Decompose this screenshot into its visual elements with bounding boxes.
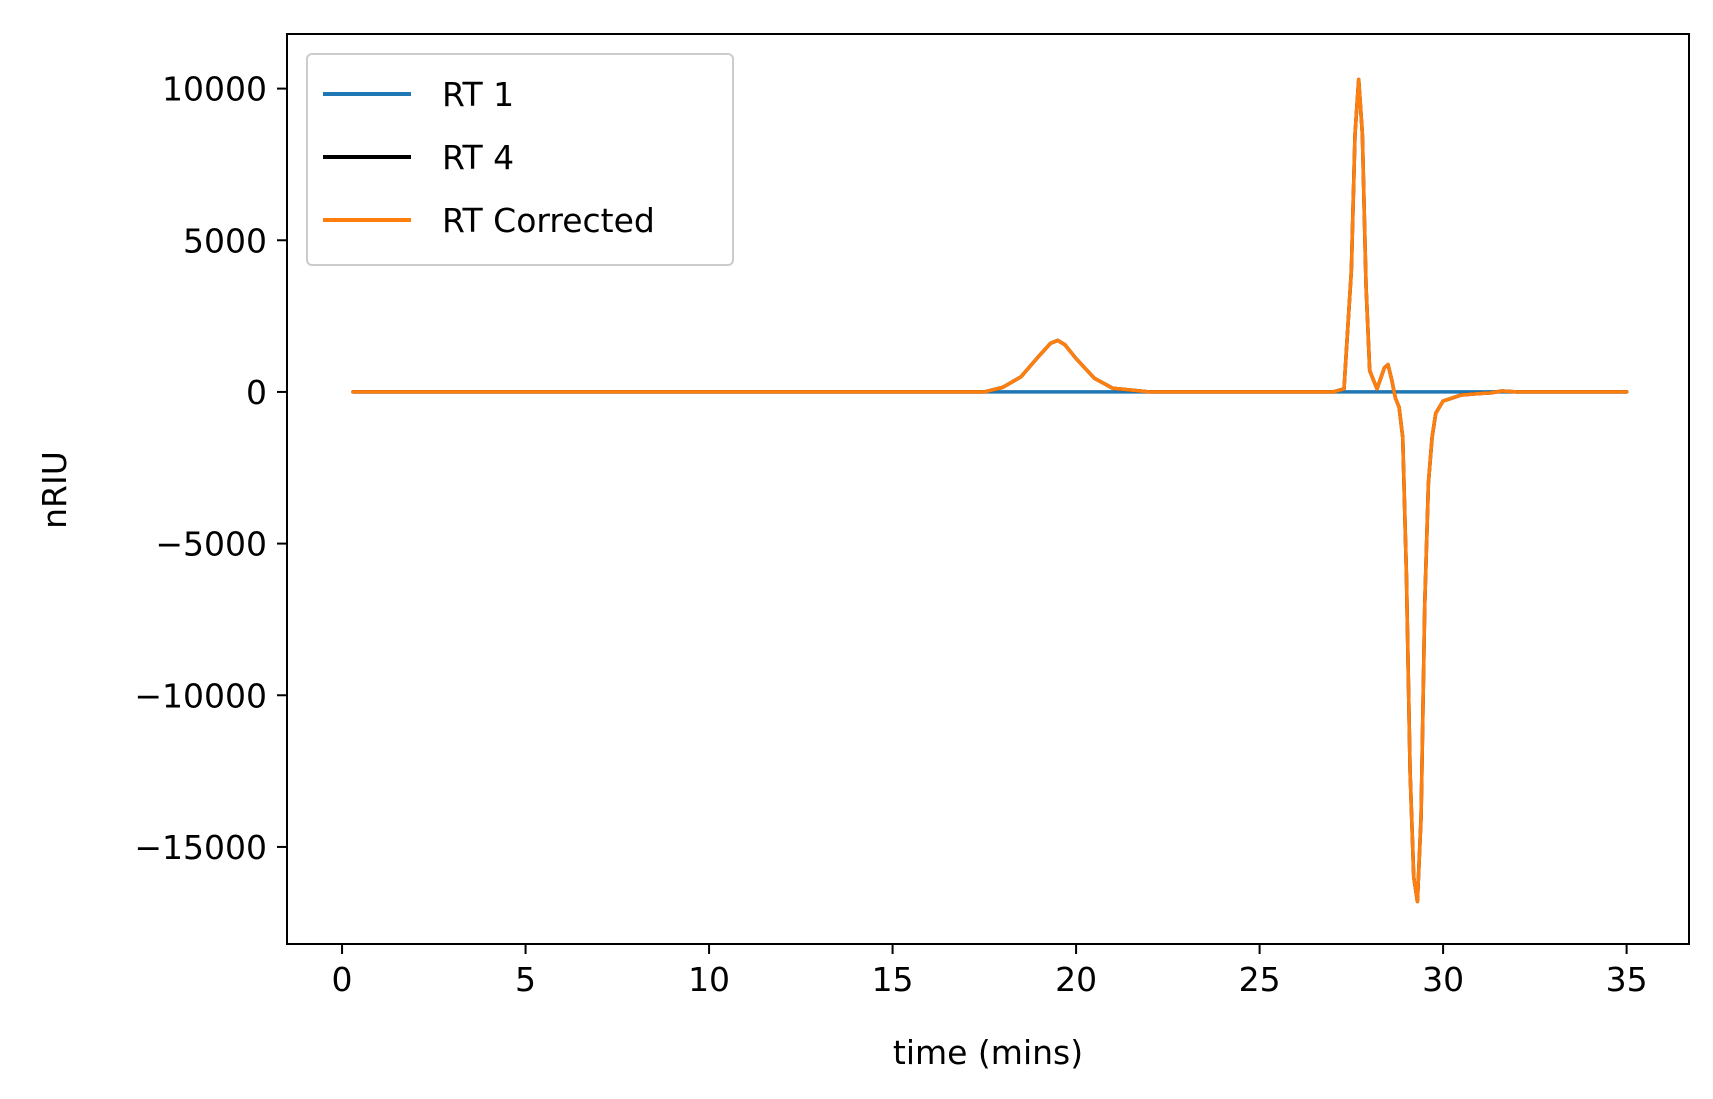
y-tick-label: 0: [246, 373, 267, 412]
x-tick-label: 5: [515, 960, 536, 999]
series-line-2: [351, 77, 1629, 904]
x-tick-label: 0: [332, 960, 353, 999]
x-tick-label: 20: [1055, 960, 1097, 999]
y-tick-label: −5000: [155, 525, 267, 564]
y-axis-label: nRIU: [35, 451, 74, 529]
legend-label: RT 1: [442, 75, 514, 114]
y-axis-ticks: 10000 5000 0 −5000 −10000 −15000: [134, 70, 287, 867]
x-tick-label: 10: [688, 960, 730, 999]
x-tick-label: 35: [1606, 960, 1648, 999]
series-layer: [351, 77, 1629, 904]
legend-box: [306, 53, 734, 266]
x-tick-label: 30: [1422, 960, 1464, 999]
x-tick-label: 15: [872, 960, 914, 999]
legend-label: RT Corrected: [442, 201, 655, 240]
legend-label: RT 4: [442, 138, 514, 177]
y-tick-label: 10000: [162, 70, 267, 109]
y-tick-label: −10000: [134, 676, 267, 715]
x-axis-ticks: 0 5 10 15 20 25 30 35: [332, 944, 1648, 999]
x-tick-label: 25: [1239, 960, 1281, 999]
plot-frame: [286, 33, 1690, 945]
legend: RT 1 RT 4 RT Corrected: [306, 53, 734, 266]
x-axis-label: time (mins): [893, 1033, 1083, 1072]
y-tick-label: 5000: [183, 221, 267, 260]
y-tick-label: −15000: [134, 828, 267, 867]
